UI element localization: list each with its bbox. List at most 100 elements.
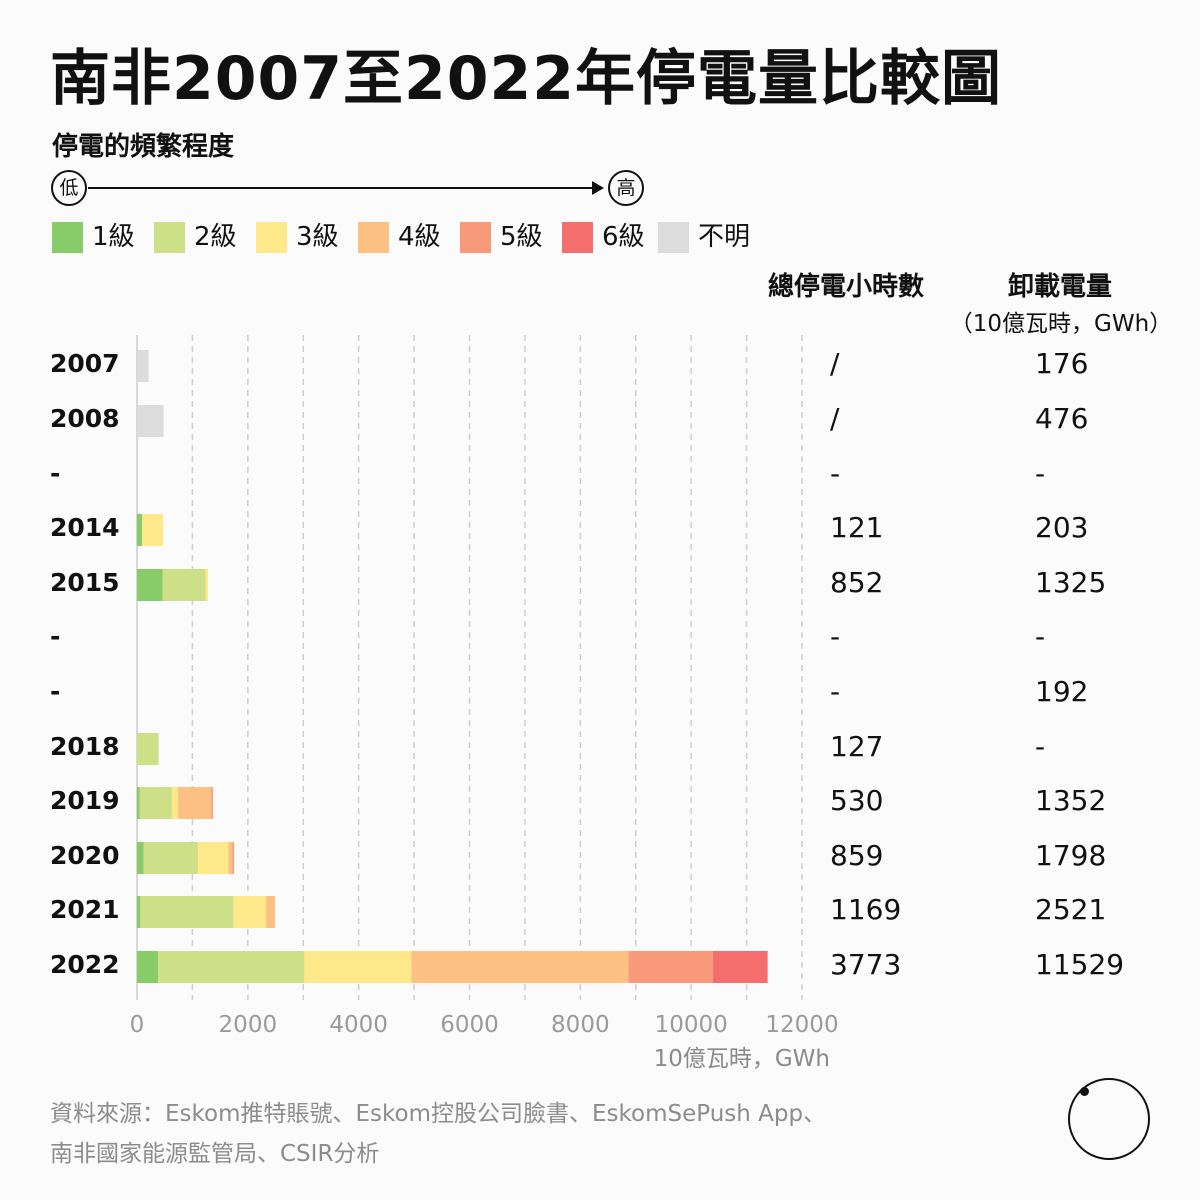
bar-segment	[197, 842, 229, 874]
year-label: 2018	[50, 732, 120, 761]
bar-segment	[211, 787, 213, 819]
x-axis-label: 10億瓦時，GWh	[654, 1046, 830, 1072]
energy-cell: 11529	[1035, 948, 1125, 981]
legend-swatch	[52, 222, 83, 253]
legend-label: 5級	[500, 222, 543, 252]
bar-segment	[205, 569, 208, 601]
hours-cell: 1169	[830, 893, 902, 926]
bar-segment	[137, 350, 149, 382]
energy-cell: -	[1035, 730, 1046, 763]
bar-segment	[139, 787, 172, 819]
logo-dot-icon	[1080, 1087, 1089, 1096]
energy-cell: 203	[1035, 511, 1089, 544]
year-label: 2021	[50, 895, 120, 924]
bar-segment	[137, 896, 141, 928]
chart-title: 南非2007至2022年停電量比較圖	[50, 44, 1002, 114]
x-tick-label: 12000	[765, 1012, 838, 1038]
bar-segment	[158, 951, 305, 983]
high-circle-badge: 高	[608, 170, 644, 206]
year-label: -	[50, 677, 61, 706]
bar-segment	[137, 787, 140, 819]
legend-swatch	[154, 222, 185, 253]
legend-label: 4級	[398, 222, 441, 252]
year-label: 2020	[50, 841, 120, 870]
bar-segment	[232, 842, 234, 874]
source-line-2: 南非國家能源監管局、CSIR分析	[50, 1141, 380, 1167]
arrow-right-icon	[592, 181, 604, 195]
year-label: -	[50, 459, 61, 488]
bar-segment	[137, 951, 159, 983]
year-label: 2022	[50, 950, 120, 979]
year-label: -	[50, 622, 61, 651]
hours-cell: 859	[830, 839, 884, 872]
hours-cell: 3773	[830, 948, 902, 981]
publisher-logo	[1068, 1078, 1150, 1160]
energy-cell: 1352	[1035, 784, 1107, 817]
legend-label: 2級	[194, 222, 237, 252]
bar-segment	[137, 405, 164, 437]
bar-segment	[411, 951, 629, 983]
hours-cell: 530	[830, 784, 884, 817]
bar-segment	[712, 951, 768, 983]
energy-cell: -	[1035, 620, 1046, 653]
legend-label: 3級	[296, 222, 339, 252]
bar-segment	[137, 842, 144, 874]
x-tick-label: 2000	[219, 1012, 278, 1038]
hours-cell: -	[830, 457, 841, 490]
year-label: 2019	[50, 786, 120, 815]
bar-segment	[233, 896, 267, 928]
legend-swatch	[460, 222, 491, 253]
bar-segment	[628, 951, 713, 983]
bar-segment	[137, 733, 159, 765]
year-label: 2007	[50, 349, 120, 378]
low-circle-badge: 低	[51, 170, 87, 206]
legend-label: 6級	[602, 222, 645, 252]
hours-column-header: 總停電小時數	[767, 272, 924, 302]
energy-cell: 176	[1035, 347, 1089, 380]
year-label: 2014	[50, 513, 120, 542]
bar-segment	[228, 842, 233, 874]
year-label: 2008	[50, 404, 120, 433]
hours-cell: 121	[830, 511, 884, 544]
x-tick-label: 0	[130, 1012, 145, 1038]
hours-cell: /	[830, 347, 840, 380]
bar-segment	[137, 514, 142, 546]
energy-cell: 2521	[1035, 893, 1107, 926]
legend-swatch	[658, 222, 689, 253]
source-line-1: 資料來源：Eskom推特賬號、Eskom控股公司臉書、EskomSePush A…	[50, 1101, 827, 1127]
year-label: 2015	[50, 568, 120, 597]
bar-segment	[162, 569, 206, 601]
bar-segment	[141, 514, 164, 546]
legend-swatch	[358, 222, 389, 253]
bar-segment	[137, 569, 163, 601]
legend-swatch	[562, 222, 593, 253]
x-tick-label: 4000	[329, 1012, 388, 1038]
energy-cell: -	[1035, 457, 1046, 490]
x-tick-label: 10000	[655, 1012, 728, 1038]
hours-cell: 127	[830, 730, 884, 763]
bar-segment	[140, 896, 234, 928]
x-tick-label: 6000	[440, 1012, 499, 1038]
energy-cell: 1325	[1035, 566, 1107, 599]
energy-cell: 192	[1035, 675, 1089, 708]
energy-cell: 1798	[1035, 839, 1107, 872]
legend-swatch	[256, 222, 287, 253]
bar-segment	[266, 896, 275, 928]
bar-segment	[304, 951, 412, 983]
hours-cell: -	[830, 620, 841, 653]
x-tick-label: 8000	[551, 1012, 610, 1038]
source-note: 資料來源：Eskom推特賬號、Eskom控股公司臉書、EskomSePush A…	[50, 1094, 826, 1174]
energy-column-unit: （10億瓦時，GWh）	[949, 311, 1173, 337]
energy-column-header: 卸載電量	[1007, 272, 1112, 302]
legend-label: 1級	[92, 222, 135, 252]
frequency-label: 停電的頻繁程度	[52, 132, 235, 162]
frequency-arrow-line	[88, 187, 598, 189]
bar-segment	[178, 787, 212, 819]
hours-cell: -	[830, 675, 841, 708]
legend-label: 不明	[698, 222, 751, 252]
hours-cell: /	[830, 402, 840, 435]
energy-cell: 476	[1035, 402, 1089, 435]
hours-cell: 852	[830, 566, 884, 599]
bar-segment	[171, 787, 179, 819]
